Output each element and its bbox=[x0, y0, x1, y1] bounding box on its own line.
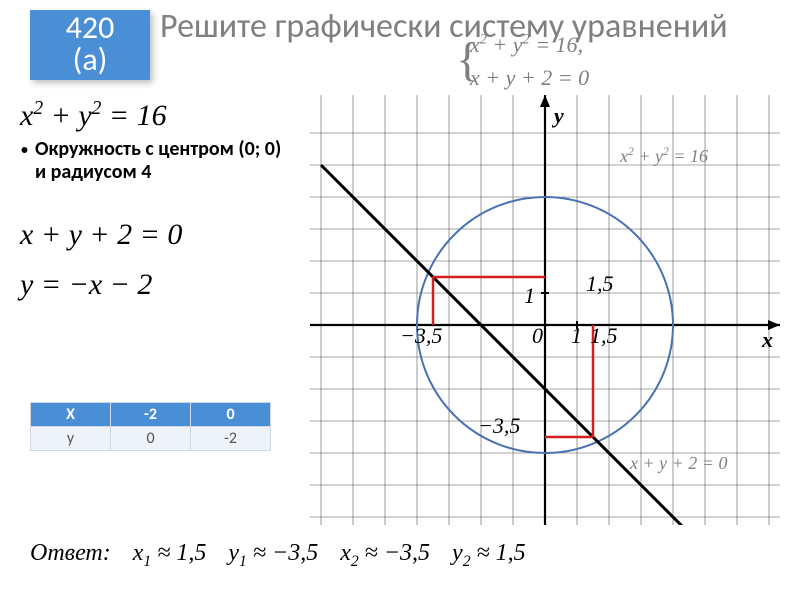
one-y-label: 1 bbox=[524, 283, 535, 309]
answer-x1: x1 ≈ 1,5 bbox=[133, 540, 207, 566]
circle-equation: x2 + y2 = 16 bbox=[20, 98, 167, 133]
p2x-label: −3,5 bbox=[400, 323, 442, 349]
system-eq1: x2 + y2 = 16, bbox=[470, 28, 589, 61]
line-equation-solved: y = −x − 2 bbox=[20, 268, 152, 302]
table-row: y 0 -2 bbox=[31, 427, 271, 451]
answer-line: Ответ: x1 ≈ 1,5 y1 ≈ −3,5 x2 ≈ −3,5 y2 ≈… bbox=[30, 540, 542, 571]
table-head: X bbox=[31, 403, 111, 427]
line-eq-label: x + y + 2 = 0 bbox=[630, 453, 727, 474]
one-x-label: 1 bbox=[571, 323, 582, 349]
origin-label: 0 bbox=[532, 323, 543, 349]
table-cell: -2 bbox=[191, 427, 271, 451]
y-axis-label: y bbox=[554, 103, 564, 129]
circle-description: • Окружность с центром (0; 0) и радиусом… bbox=[35, 138, 295, 184]
p1y-label: −3,5 bbox=[478, 413, 520, 439]
bullet-icon: • bbox=[21, 142, 28, 158]
badge-line2: (а) bbox=[30, 44, 150, 76]
answer-y1: y1 ≈ −3,5 bbox=[228, 540, 318, 566]
problem-badge: 420 (а) bbox=[30, 10, 150, 80]
x-axis-label: x bbox=[762, 327, 773, 353]
p2y-label: 1,5 bbox=[586, 271, 614, 297]
circle-eq-label: x2 + y2 = 16 bbox=[620, 145, 708, 167]
equation-system: { x2 + y2 = 16, x + y + 2 = 0 bbox=[470, 28, 589, 94]
line-equation: x + y + 2 = 0 bbox=[20, 218, 182, 252]
table-cell: 0 bbox=[111, 427, 191, 451]
answer-label: Ответ: bbox=[30, 540, 111, 566]
answer-x2: x2 ≈ −3,5 bbox=[340, 540, 430, 566]
answer-y2: y2 ≈ 1,5 bbox=[452, 540, 526, 566]
table-head-row: X -2 0 bbox=[31, 403, 271, 427]
brace-icon: { bbox=[456, 24, 479, 96]
values-table: X -2 0 y 0 -2 bbox=[30, 402, 271, 451]
graph-area: y x 0 1 1 1,5 1,5 −3,5 −3,5 x2 + y2 = 16… bbox=[310, 95, 780, 525]
system-eq2: x + y + 2 = 0 bbox=[470, 61, 589, 94]
table-head: 0 bbox=[191, 403, 271, 427]
table-cell: y bbox=[31, 427, 111, 451]
table-head: -2 bbox=[111, 403, 191, 427]
p1x-label: 1,5 bbox=[590, 323, 618, 349]
